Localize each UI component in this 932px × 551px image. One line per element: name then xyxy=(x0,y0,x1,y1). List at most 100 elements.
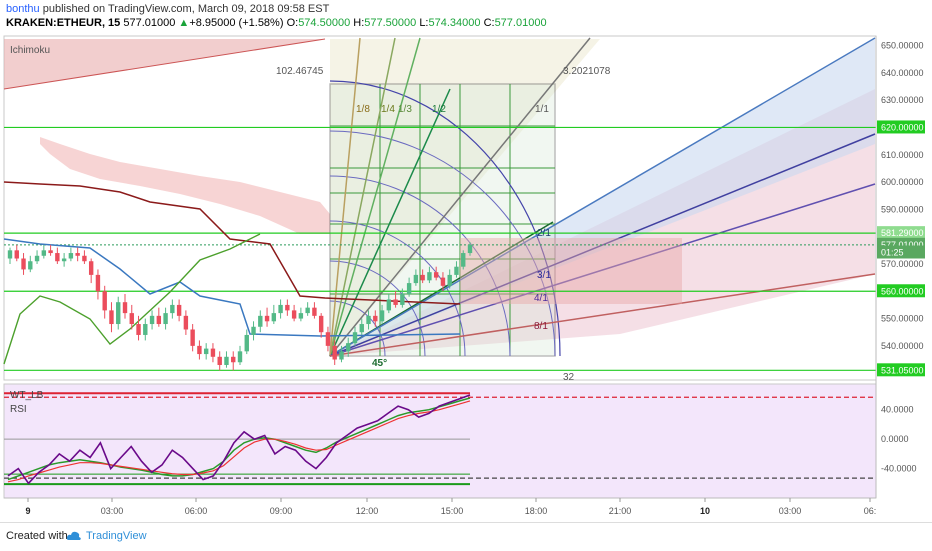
author-link[interactable]: bonthu xyxy=(6,3,40,15)
created-with-label: Created with xyxy=(6,530,68,542)
candle-body xyxy=(68,253,74,259)
tradingview-link[interactable]: TradingView xyxy=(86,530,147,542)
chart-canvas[interactable]: 102.46745 3.2021078 1/8 1/4 1/3 1/2 1/1 2/1 3/1 4… xyxy=(0,34,932,522)
candle-body xyxy=(251,326,256,335)
price-change: +8.95000 (+1.58%) xyxy=(189,17,284,29)
candle-body xyxy=(264,315,270,322)
candle-body xyxy=(291,310,297,319)
open-label: O: xyxy=(286,17,299,29)
price-tag-label: 531.05000 xyxy=(881,365,924,375)
candle-body xyxy=(366,315,371,325)
candle-body xyxy=(129,313,134,325)
price-tick-label: 640.00000 xyxy=(881,68,924,78)
candle-body xyxy=(224,356,229,365)
candle-body xyxy=(278,304,283,314)
gann-arc-outer xyxy=(329,80,561,357)
candle-body xyxy=(467,244,473,254)
candle-body xyxy=(413,274,419,284)
ichimoku-base-line xyxy=(3,181,461,305)
time-tick-label: 12:00 xyxy=(356,506,379,516)
gann-label: 2/1 xyxy=(537,228,551,239)
publish-line: bonthu published on TradingView.com, Mar… xyxy=(6,3,329,15)
candle-body xyxy=(427,272,432,281)
price-tick-label: 630.00000 xyxy=(881,95,924,105)
gann-fan-line xyxy=(329,273,876,357)
candle-body xyxy=(454,266,459,275)
candle-body xyxy=(149,315,155,325)
time-tick-label: 03:00 xyxy=(779,506,802,516)
candle-body xyxy=(210,348,216,357)
gann-label: 4/1 xyxy=(534,293,548,304)
last-price: 577.01000 xyxy=(123,17,176,29)
candle-body xyxy=(285,304,290,311)
candle-body xyxy=(203,348,209,355)
candle-body xyxy=(34,255,40,262)
rsi-tick-label: 0.0000 xyxy=(881,434,909,444)
time-tick-label: 18:00 xyxy=(525,506,548,516)
candle-body xyxy=(312,307,317,316)
candle-body xyxy=(183,315,189,330)
candle-body xyxy=(163,313,168,325)
candle-body xyxy=(143,324,148,335)
gann-label: 3.2021078 xyxy=(563,66,611,77)
candle-body xyxy=(231,356,236,363)
candle-body xyxy=(197,345,202,355)
candle-body xyxy=(305,307,310,314)
candle-body xyxy=(393,299,398,305)
candle-body xyxy=(41,250,47,256)
open-value: 574.50000 xyxy=(298,17,351,29)
gann-fan-line xyxy=(329,37,591,357)
time-tick-label: 15:00 xyxy=(441,506,464,516)
price-tag-label: 581.29000 xyxy=(881,228,924,238)
gann-label: 1/4 xyxy=(381,104,395,115)
candle-body xyxy=(61,258,67,262)
candle-body xyxy=(447,274,452,286)
candle-body xyxy=(55,253,60,262)
candle-body xyxy=(82,255,87,262)
candle-body xyxy=(75,253,80,256)
publish-info: published on TradingView.com, March 09, … xyxy=(39,3,330,15)
candle-body xyxy=(116,302,121,325)
price-tag-label: 01:25 xyxy=(881,248,904,258)
price-pane xyxy=(3,35,877,381)
low-label: L: xyxy=(419,17,429,29)
gann-label: 1/8 xyxy=(356,104,370,115)
time-tick-label: 03:00 xyxy=(101,506,124,516)
close-value: 577.01000 xyxy=(494,17,547,29)
candle-body xyxy=(237,351,243,363)
candle-body xyxy=(325,332,331,346)
price-tag-label: 577.01000 xyxy=(881,240,924,250)
ichimoku-cloud-future xyxy=(460,238,682,304)
gann-label: 3/1 xyxy=(537,270,551,281)
symbol-label[interactable]: KRAKEN:ETHEUR, 15 xyxy=(6,17,121,29)
footer: Created with TradingView xyxy=(0,522,932,551)
time-tick-label: 06:00 xyxy=(185,506,208,516)
gann-label: 45° xyxy=(372,358,387,369)
ohlc-line: KRAKEN:ETHEUR, 15 577.01000 ▲+8.95000 (+… xyxy=(6,17,547,29)
price-tick-label: 610.00000 xyxy=(881,150,924,160)
candle-body xyxy=(170,304,175,314)
candle-body xyxy=(109,310,114,325)
candle-body xyxy=(420,274,425,281)
price-tick-label: 650.00000 xyxy=(881,41,924,51)
price-tag xyxy=(877,226,925,240)
gann-fan-line xyxy=(329,88,451,357)
gann-label: 1/1 xyxy=(535,104,549,115)
price-tag xyxy=(877,363,925,377)
candle-body xyxy=(386,299,392,311)
candle-body xyxy=(217,356,222,365)
price-tag xyxy=(877,245,925,259)
time-tick-label: 09:00 xyxy=(270,506,293,516)
gann-label: 1/2 xyxy=(432,104,446,115)
candle-body xyxy=(332,345,337,360)
candle-body xyxy=(352,332,358,344)
candle-body xyxy=(373,315,378,322)
gann-label: 8/1 xyxy=(534,321,548,332)
price-tag-label: 560.00000 xyxy=(881,286,924,296)
gann-arc xyxy=(329,130,556,357)
gann-label: 32 xyxy=(563,372,575,383)
candle-body xyxy=(406,283,412,294)
time-tick-label: 21:00 xyxy=(609,506,632,516)
price-tick-label: 540.00000 xyxy=(881,341,924,351)
ichimoku-lagging-line xyxy=(3,233,261,365)
